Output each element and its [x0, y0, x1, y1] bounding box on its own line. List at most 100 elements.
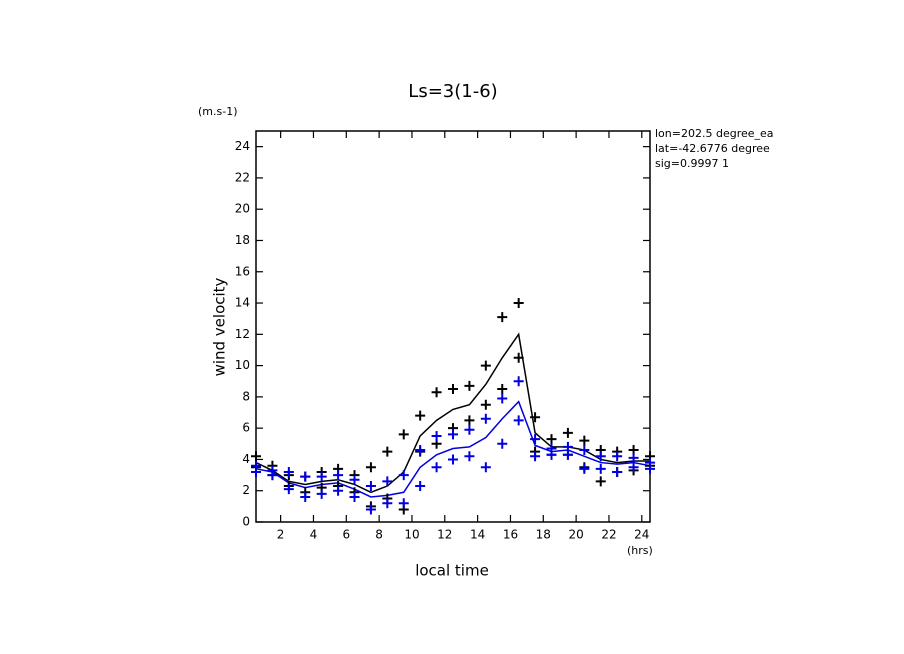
plus-marker	[497, 393, 508, 404]
plus-marker	[579, 435, 590, 446]
y-tick-label: 6	[242, 421, 250, 435]
y-units: (m.s-1)	[198, 105, 238, 118]
plus-marker	[415, 481, 426, 492]
x-tick-label: 4	[310, 528, 318, 542]
plus-marker	[464, 451, 475, 462]
y-tick-label: 22	[235, 170, 250, 184]
plus-marker	[251, 451, 261, 462]
x-tick-label: 18	[536, 528, 551, 542]
plus-marker	[480, 462, 491, 473]
plus-marker	[398, 429, 409, 440]
plus-marker	[316, 488, 327, 499]
plus-marker	[645, 463, 655, 474]
plus-marker	[283, 484, 294, 495]
plus-marker	[398, 498, 409, 509]
plus-marker	[431, 462, 442, 473]
plus-marker	[530, 434, 541, 445]
annotation: sig=0.9997 1	[655, 157, 729, 170]
plus-marker	[333, 485, 344, 496]
plus-marker	[595, 463, 606, 474]
plus-marker	[513, 376, 524, 387]
y-tick-label: 18	[235, 233, 250, 247]
plus-marker	[448, 429, 458, 440]
plus-marker	[480, 413, 491, 424]
plus-marker	[579, 463, 590, 474]
plus-marker	[513, 298, 524, 309]
plus-marker	[562, 449, 573, 460]
plus-marker	[333, 470, 344, 481]
plus-marker	[530, 451, 541, 462]
chart-title: Ls=3(1-6)	[408, 81, 497, 102]
plus-marker	[448, 454, 458, 465]
plus-marker	[480, 399, 491, 410]
x-tick-label: 6	[342, 528, 350, 542]
y-tick-label: 24	[235, 139, 250, 153]
plus-marker	[464, 380, 475, 391]
x-axis-label: local time	[415, 562, 489, 580]
plus-marker	[316, 471, 327, 482]
y-tick-label: 4	[242, 452, 250, 466]
x-tick-label: 8	[375, 528, 383, 542]
plus-marker	[497, 384, 508, 395]
plus-marker	[349, 474, 360, 485]
x-tick-label: 20	[568, 528, 583, 542]
plus-marker	[251, 466, 261, 477]
y-tick-label: 8	[242, 389, 250, 403]
plot-frame	[255, 130, 651, 523]
x-tick-label: 12	[437, 528, 452, 542]
plus-marker	[267, 470, 278, 481]
plus-marker	[415, 410, 426, 421]
annotations: lon=202.5 degree_ea lat=-42.6776 degree …	[655, 127, 774, 170]
x-tick-label: 22	[601, 528, 616, 542]
plus-marker	[497, 312, 508, 323]
plus-marker	[448, 384, 458, 395]
plus-marker	[365, 481, 376, 492]
plus-marker	[415, 445, 426, 456]
x-tick-label: 24	[634, 528, 649, 542]
y-tick-label: 0	[242, 515, 250, 529]
plus-marker	[579, 445, 590, 456]
plus-marker	[612, 466, 623, 477]
annotation: lat=-42.6776 degree	[655, 142, 770, 155]
plus-marker	[300, 471, 311, 482]
plus-marker	[300, 491, 311, 502]
plus-marker	[431, 430, 442, 441]
plus-marker	[365, 462, 376, 473]
plus-marker	[612, 451, 623, 462]
y-tick-label: 10	[235, 358, 250, 372]
series-line	[255, 332, 650, 494]
annotation: lon=202.5 degree_ea	[655, 127, 774, 140]
y-tick-label: 16	[235, 264, 250, 278]
plus-marker	[382, 498, 393, 509]
plus-marker	[349, 491, 360, 502]
y-axis-label: wind velocity	[211, 277, 229, 376]
plus-marker	[546, 434, 557, 445]
y-tick-label: 14	[235, 296, 250, 310]
plus-marker	[595, 476, 606, 487]
plus-marker	[530, 412, 541, 423]
plus-marker	[513, 352, 524, 363]
plus-marker	[595, 451, 606, 462]
plus-marker	[382, 476, 393, 487]
plus-marker	[464, 424, 475, 435]
plus-marker	[628, 452, 639, 463]
x-tick-label: 14	[470, 528, 485, 542]
x-tick-label: 2	[277, 528, 285, 542]
plus-marker	[628, 462, 639, 473]
plus-marker	[398, 470, 409, 481]
plus-marker	[497, 438, 508, 449]
plus-marker	[283, 466, 294, 477]
plus-marker	[513, 415, 524, 426]
plus-marker	[431, 387, 442, 398]
plus-marker	[480, 360, 491, 371]
x-tick-label: 16	[503, 528, 518, 542]
plus-marker	[365, 504, 376, 515]
plus-marker	[562, 427, 573, 438]
plus-marker	[464, 415, 475, 426]
x-tick-label: 10	[404, 528, 419, 542]
y-tick-label: 20	[235, 202, 250, 216]
y-tick-label: 12	[235, 327, 250, 341]
y-tick-label: 2	[242, 483, 250, 497]
x-units: (hrs)	[627, 544, 653, 557]
